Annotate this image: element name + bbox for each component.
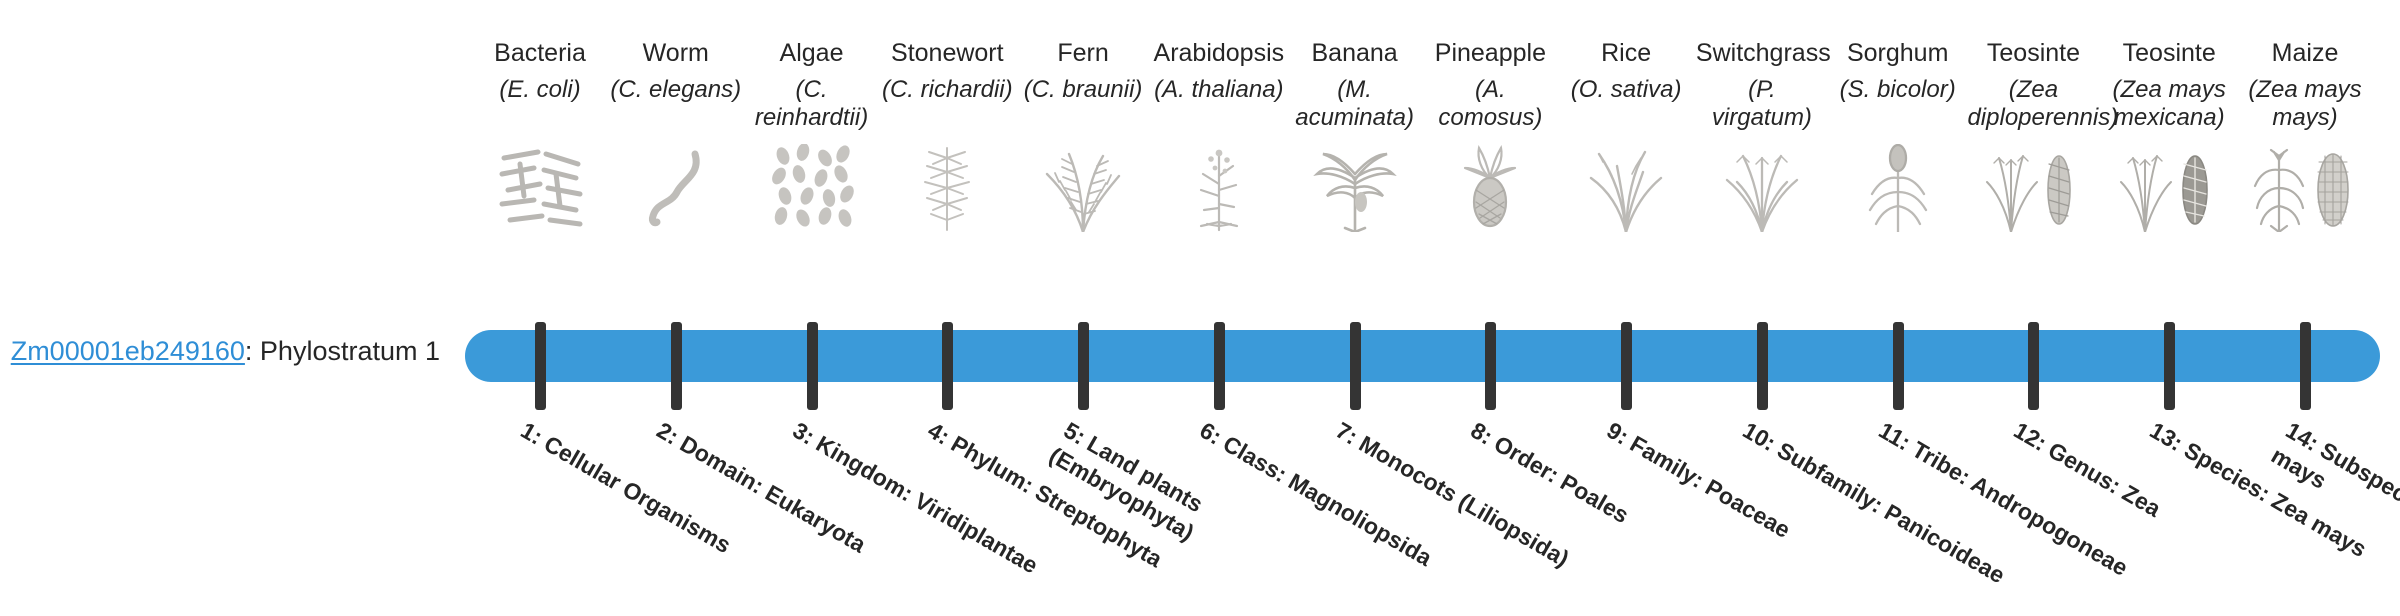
switchgrass-illustration [1696,140,1828,232]
tick-mark-13 [2164,322,2176,410]
phylostratum-bar[interactable] [465,330,2380,382]
teosinte-diploperennis-illustration [1967,140,2099,232]
species-scientific-name: (O. sativa) [1570,76,1682,103]
pineapple-illustration [1424,140,1556,232]
species-column-6: Arabidopsis (A. thaliana) [1153,38,1285,232]
species-column-1: Bacteria (E. coli) [474,38,606,232]
species-column-3: Algae (C. reinhardtii) [746,38,878,232]
species-common-name: Stonewort [891,39,1004,67]
species-common-name: Teosinte [1986,39,2081,67]
species-scientific-name: (C. elegans) [610,76,742,103]
species-common-name: Arabidopsis [1153,39,1285,67]
species-common-name: Bacteria [494,39,586,67]
species-common-name: Switchgrass [1695,39,1831,67]
species-scientific-name: (A. comosus) [1438,76,1543,131]
tick-mark-14 [2300,322,2311,410]
species-column-14: Maize (Zea mays mays) [2239,38,2371,232]
teosinte-mexicana-illustration [2103,140,2235,232]
species-scientific-name: (C. richardii) [881,76,1013,103]
tick-mark-6 [1213,322,1225,410]
fern-illustration [1017,140,1149,232]
tick-mark-1 [535,322,546,410]
gene-phylostratum-value: Phylostratum 1 [259,336,440,366]
tick-mark-7 [1349,322,1361,410]
species-common-name: Rice [1601,39,1652,67]
species-scientific-name: (A. thaliana) [1154,76,1284,103]
species-scientific-name: (P. virgatum) [1711,76,1812,131]
species-column-8: Pineapple (A. comosus) [1424,38,1556,232]
tick-mark-10 [1756,322,1768,410]
rice-illustration [1560,140,1692,232]
species-common-name: Worm [642,39,709,67]
stonewort-illustration [881,140,1013,232]
species-scientific-name: (C. reinhardtii) [754,76,869,131]
tick-mark-9 [1621,322,1633,410]
tick-mark-11 [1892,322,1904,410]
species-common-name: Maize [2271,39,2339,67]
species-column-2: Worm (C. elegans) [610,38,742,232]
bacteria-illustration [474,140,606,232]
tick-mark-12 [2028,322,2040,410]
species-scientific-name: (Zea diploperennis) [1967,76,2119,131]
banana-illustration [1289,140,1421,232]
species-scientific-name: (S. bicolor) [1839,76,1956,103]
species-scientific-name: (Zea mays mays) [2248,76,2362,131]
species-common-name: Algae [779,39,844,67]
species-column-10: Switchgrass (P. virgatum) [1695,38,1831,232]
tick-mark-3 [806,322,818,410]
species-common-name: Sorghum [1846,39,1949,67]
maize-illustration [2239,140,2371,232]
arabidopsis-illustration [1153,140,1285,232]
gene-id-link[interactable]: Zm00001eb249160 [10,336,245,366]
species-scientific-name: (C. braunii) [1023,76,1143,103]
species-column-5: Fern (C. braunii) [1017,38,1149,232]
tick-mark-4 [942,322,954,410]
gene-label-separator: : [244,336,260,366]
species-column-4: Stonewort (C. richardii) [881,38,1013,232]
species-common-name: Banana [1311,39,1398,67]
tick-mark-5 [1078,322,1090,410]
phylostratum-track-area: Bacteria (E. coli) Worm (C. elegans) Algae… [465,0,2400,588]
tick-mark-2 [670,322,682,410]
gene-phylostratum-label: Zm00001eb249160: Phylostratum 1 [0,336,440,367]
species-common-name: Teosinte [2122,39,2216,67]
species-column-11: Sorghum (S. bicolor) [1832,38,1964,232]
species-column-7: Banana (M. acuminata) [1289,38,1421,232]
species-column-9: Rice (O. sativa) [1560,38,1692,232]
species-scientific-name: (M. acuminata) [1295,76,1414,131]
species-common-name: Fern [1057,39,1109,67]
species-common-name: Pineapple [1434,39,1546,67]
species-column-13: Teosinte (Zea mays mexicana) [2103,38,2235,232]
sorghum-illustration [1832,140,1964,232]
worm-illustration [610,140,742,232]
algae-illustration [746,140,878,232]
species-column-12: Teosinte (Zea diploperennis) [1967,38,2119,232]
species-scientific-name: (Zea mays mexicana) [2112,76,2226,131]
tick-mark-8 [1485,322,1497,410]
species-scientific-name: (E. coli) [499,76,581,103]
